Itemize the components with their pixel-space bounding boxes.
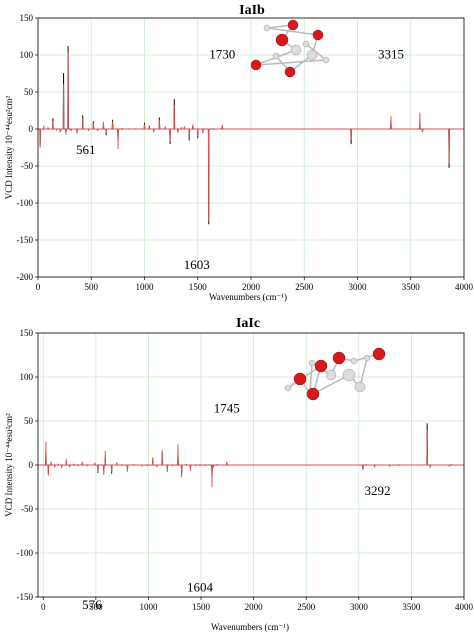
y-tick-label: 50 <box>24 416 34 426</box>
x-tick-label: 3500 <box>402 282 421 292</box>
spectrum-lines <box>37 423 465 488</box>
y-axis-label: VCD Intensity 10⁻⁴⁴esu²cm² <box>4 95 14 199</box>
bond <box>266 27 319 36</box>
oxygen-atom <box>372 347 386 361</box>
x-tick-label: 500 <box>85 282 99 292</box>
y-tick-label: -200 <box>17 272 34 282</box>
x-tick-label: 2000 <box>242 282 261 292</box>
series-line-red <box>37 429 465 488</box>
bond <box>312 374 350 395</box>
light-atom <box>308 359 316 367</box>
oxygen-atom <box>284 66 296 78</box>
chart-panel-iaic: IaIc 0 500 1000 1500 2000 2500 3000 3500 4000 15… <box>4 316 474 632</box>
y-tick-label: 50 <box>24 87 34 97</box>
x-tick-label: 4000 <box>455 282 474 292</box>
y-tick-label: 100 <box>20 50 34 60</box>
y-tick-label: -150 <box>17 592 34 602</box>
bond <box>255 59 327 66</box>
x-tick-label: 3500 <box>402 602 421 612</box>
oxygen-atom <box>312 29 324 41</box>
oxygen-atom <box>332 351 346 365</box>
chart-title: IaIb <box>239 3 265 18</box>
peak-label: 1604 <box>187 580 214 595</box>
x-tick-label: 500 <box>89 602 103 612</box>
x-tick-label: 0 <box>36 282 41 292</box>
x-axis-label: Wavenumbers (cm⁻¹) <box>211 622 289 632</box>
x-tick-label: 1500 <box>192 602 211 612</box>
y-tick-label: 100 <box>20 372 34 382</box>
x-tick-label: 2500 <box>297 602 316 612</box>
y-tick-label: 150 <box>20 328 34 338</box>
y-tick-label: 0 <box>29 460 34 470</box>
peak-annotations: 1730 3315 561 1603 <box>76 46 404 271</box>
x-axis-ticks: 0 500 1000 1500 2000 2500 3000 3500 4000 <box>41 597 474 612</box>
y-tick-label: -100 <box>17 548 34 558</box>
x-tick-label: 3000 <box>350 602 369 612</box>
peak-label: 576 <box>82 597 102 612</box>
x-tick-label: 1500 <box>189 282 208 292</box>
molecule-image <box>250 19 330 78</box>
chart-title: IaIc <box>236 316 260 331</box>
light-atom <box>272 52 280 60</box>
light-atom <box>322 56 330 64</box>
x-axis-ticks: 0 500 1000 1500 2000 2500 3000 3500 4000 <box>36 277 474 292</box>
series-line-red <box>37 52 465 222</box>
oxygen-atom <box>275 33 289 47</box>
light-atom <box>284 384 292 392</box>
chart-panel-iaib: IaIb 0 500 1000 1500 2000 2500 3000 3500 4000 15… <box>4 3 474 302</box>
y-tick-label: -50 <box>21 161 33 171</box>
oxygen-atom <box>250 59 262 71</box>
x-tick-label: 3000 <box>349 282 368 292</box>
x-tick-label: 1000 <box>139 602 158 612</box>
y-tick-label: -150 <box>17 235 34 245</box>
y-axis-ticks: 150 100 50 0 -50 -100 -150 -200 <box>17 13 38 282</box>
y-tick-label: 0 <box>29 124 34 134</box>
y-tick-label: 150 <box>20 13 34 23</box>
series-line-experimental <box>37 423 465 476</box>
light-atom <box>290 44 302 56</box>
y-axis-ticks: 150 100 50 0 -50 -100 -150 <box>17 328 38 602</box>
peak-label: 1603 <box>184 257 210 272</box>
light-atom <box>350 357 358 365</box>
peak-label: 1745 <box>214 401 240 416</box>
peak-label: 3292 <box>365 483 391 498</box>
x-tick-label: 4000 <box>455 602 474 612</box>
peak-label: 561 <box>76 142 96 157</box>
x-tick-label: 2500 <box>295 282 314 292</box>
light-atom <box>302 40 310 48</box>
light-atom <box>306 49 318 61</box>
oxygen-atom <box>306 387 320 401</box>
x-tick-label: 1000 <box>136 282 155 292</box>
oxygen-atom <box>293 372 307 386</box>
y-tick-label: -50 <box>21 504 33 514</box>
oxygen-atom <box>287 19 299 31</box>
bond <box>309 362 313 394</box>
light-atom <box>354 381 366 393</box>
x-tick-label: 2000 <box>245 602 264 612</box>
y-axis-label: VCD Intensity 10⁻⁴⁴esu²cm² <box>4 413 14 517</box>
molecule-image <box>284 347 386 401</box>
spectrum-lines <box>37 45 465 225</box>
light-atom <box>342 368 356 382</box>
x-tick-label: 0 <box>41 602 46 612</box>
oxygen-atom <box>314 359 328 373</box>
light-atom <box>263 24 271 32</box>
y-tick-label: -100 <box>17 198 34 208</box>
peak-annotations: 1745 3292 576 1604 <box>82 401 390 613</box>
peak-label: 3315 <box>378 46 404 61</box>
x-axis-label: Wavenumbers (cm⁻¹) <box>209 292 287 302</box>
light-atom <box>363 354 371 362</box>
light-atom <box>325 369 337 381</box>
peak-label: 1730 <box>209 46 235 61</box>
